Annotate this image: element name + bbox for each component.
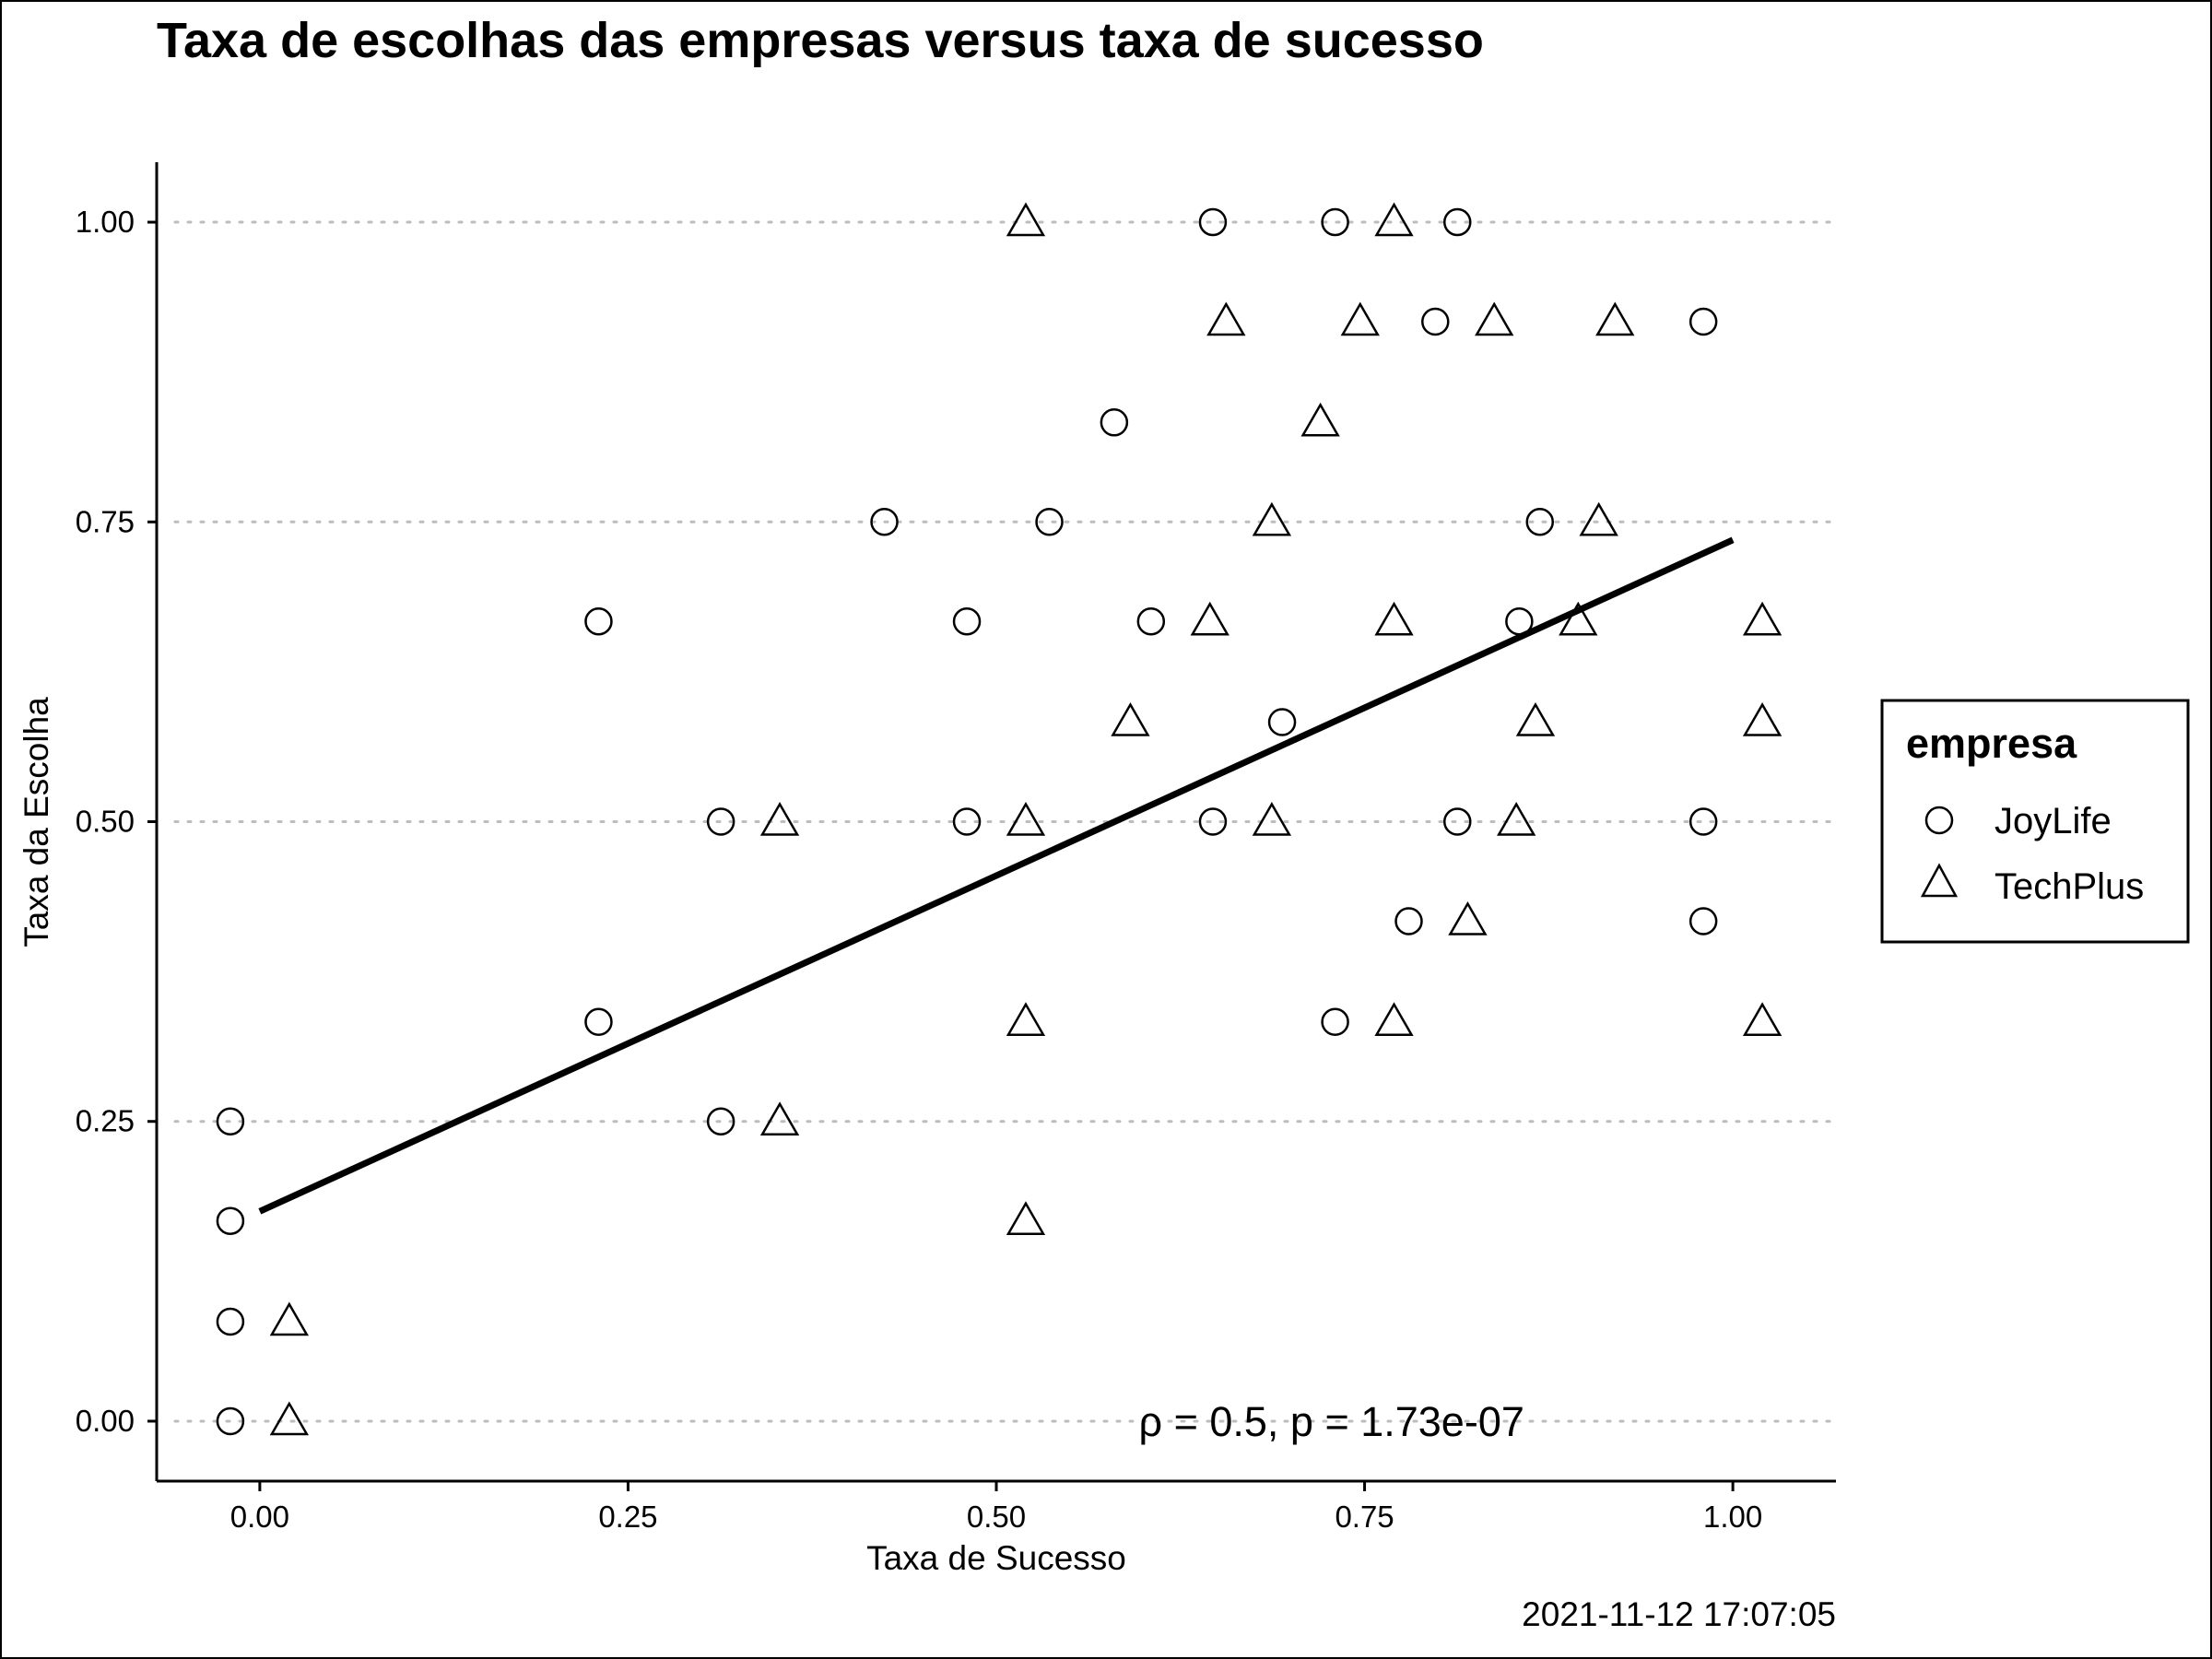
point-joylife-26	[1688, 807, 1718, 836]
legend-joylife-marker	[1924, 806, 1954, 835]
point-techplus-4	[1006, 1201, 1046, 1235]
point-techplus-22	[1559, 601, 1598, 636]
point-techplus-15	[1374, 1002, 1414, 1036]
chart-title: Taxa de escolhas das empresas versus tax…	[157, 13, 1484, 68]
correlation-annotation: ρ = 0.5, p = 1.73e-07	[1138, 1398, 1524, 1445]
point-techplus-19	[1475, 301, 1514, 336]
point-techplus-16	[1374, 601, 1414, 636]
legend-box	[1880, 699, 2190, 944]
point-joylife-14	[1198, 807, 1228, 836]
point-joylife-9	[952, 807, 982, 836]
point-techplus-21	[1515, 702, 1556, 736]
y-tick-label-1: 0.25	[76, 1104, 135, 1138]
point-joylife-18	[1321, 207, 1349, 237]
point-joylife-21	[1443, 807, 1472, 836]
point-techplus-3	[759, 801, 800, 836]
point-joylife-7	[706, 807, 735, 836]
point-joylife-11	[1035, 508, 1064, 536]
point-techplus-0	[269, 1401, 310, 1436]
grid-lines	[173, 220, 1831, 1423]
point-joylife-17	[1321, 1007, 1349, 1037]
x-ticks: 0.00 0.25 0.50 0.75 1.00	[230, 1481, 1762, 1534]
point-joylife-3	[216, 1107, 245, 1135]
point-techplus-26	[1742, 702, 1783, 736]
y-tick-label-4: 1.00	[76, 205, 135, 239]
point-techplus-5	[1006, 1002, 1046, 1036]
point-joylife-15	[1198, 207, 1228, 237]
point-joylife-13	[1136, 606, 1166, 636]
point-techplus-24	[1595, 301, 1635, 336]
x-tick-label-4: 1.00	[1703, 1500, 1762, 1534]
timestamp-caption: 2021-11-12 17:07:05	[1522, 1595, 1836, 1633]
x-tick-label-1: 0.25	[598, 1500, 657, 1534]
regression-line	[258, 536, 1735, 1215]
point-techplus-20	[1497, 801, 1536, 836]
point-techplus-17	[1374, 202, 1414, 237]
point-joylife-1	[216, 1307, 245, 1336]
point-joylife-5	[584, 606, 613, 636]
point-joylife-0	[216, 1406, 245, 1436]
x-tick-label-3: 0.75	[1335, 1500, 1394, 1534]
x-axis-title: Taxa de Sucesso	[866, 1539, 1126, 1577]
point-joylife-4	[584, 1007, 613, 1037]
point-joylife-6	[706, 1107, 735, 1135]
point-techplus-25	[1742, 1002, 1783, 1036]
point-techplus-6	[1006, 801, 1046, 836]
legend-joylife-label: JoyLife	[1994, 801, 2112, 841]
point-joylife-19	[1394, 907, 1423, 935]
point-techplus-7	[1006, 202, 1046, 237]
point-joylife-20	[1421, 307, 1450, 336]
x-tick-label-2: 0.50	[967, 1500, 1026, 1534]
point-techplus-10	[1206, 301, 1246, 336]
legend-title: empresa	[1906, 720, 2077, 767]
point-joylife-22	[1443, 207, 1472, 237]
points-layer	[216, 202, 1783, 1436]
point-joylife-10	[952, 606, 982, 636]
y-tick-label-0: 0.00	[76, 1404, 135, 1438]
y-tick-label-2: 0.50	[76, 805, 135, 839]
y-tick-label-3: 0.75	[76, 504, 135, 538]
point-joylife-24	[1525, 508, 1555, 536]
legend-techplus-marker	[1920, 863, 1959, 898]
point-techplus-9	[1190, 601, 1230, 636]
legend-techplus-label: TechPlus	[1994, 866, 2144, 907]
point-joylife-8	[870, 508, 899, 536]
point-techplus-18	[1448, 900, 1488, 935]
x-tick-label-0: 0.00	[230, 1500, 289, 1534]
point-techplus-23	[1579, 501, 1618, 536]
y-ticks: 0.00 0.25 0.50 0.75 1.00	[76, 205, 157, 1438]
point-techplus-11	[1252, 801, 1292, 836]
point-joylife-12	[1100, 408, 1129, 437]
point-techplus-8	[1111, 702, 1150, 736]
point-techplus-13	[1300, 402, 1340, 437]
regression-layer	[258, 536, 1735, 1215]
point-joylife-25	[1688, 907, 1718, 935]
point-techplus-12	[1252, 501, 1292, 536]
point-techplus-27	[1742, 601, 1783, 636]
point-joylife-2	[216, 1206, 245, 1235]
point-techplus-2	[759, 1101, 800, 1135]
point-techplus-1	[269, 1301, 310, 1336]
legend: empresa JoyLife TechPlus	[1880, 699, 2190, 944]
y-axis-title: Taxa da Escolha	[18, 697, 55, 947]
point-joylife-23	[1505, 606, 1534, 636]
point-joylife-16	[1267, 708, 1297, 736]
point-joylife-27	[1688, 307, 1718, 336]
point-techplus-14	[1340, 301, 1380, 336]
